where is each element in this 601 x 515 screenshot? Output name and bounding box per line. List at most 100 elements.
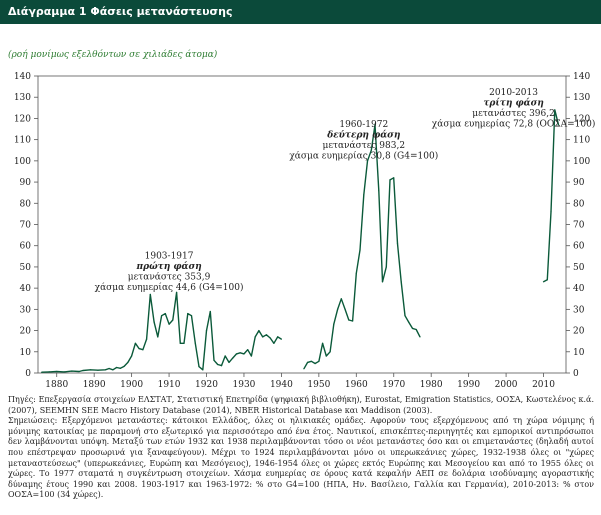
x-tick-label: 1940 <box>270 380 293 390</box>
data-point <box>48 371 50 373</box>
data-point <box>78 370 80 373</box>
annotation-gap: χάσμα ευημερίας 30,8 (G4=100) <box>289 150 438 161</box>
notes: Πηγές: Επεξεργασία στοιχείων ΕΛΣΤΑΤ, Στα… <box>8 395 594 501</box>
y-tick-label-left: 60 <box>20 242 32 252</box>
x-tick-label: 1880 <box>45 380 68 390</box>
y-tick-label-right: 140 <box>573 72 590 82</box>
series-line <box>543 109 560 283</box>
data-point <box>190 315 193 317</box>
data-point <box>546 279 548 281</box>
data-point <box>363 194 365 196</box>
data-point <box>385 266 387 268</box>
annotation-years: 1903-1917 <box>145 251 194 261</box>
x-tick-label: 2000 <box>495 380 518 390</box>
data-point <box>168 323 170 325</box>
annotation-years: 1960-1972 <box>339 120 388 130</box>
x-tick-label: 1900 <box>120 380 143 390</box>
y-tick-label-right: 120 <box>573 114 590 124</box>
data-point <box>235 353 238 355</box>
annotation-phase: τρίτη φάση <box>483 98 544 109</box>
data-point <box>389 179 391 181</box>
data-point <box>41 371 43 373</box>
annotation-phase: πρώτη φάση <box>136 261 203 272</box>
y-tick-label-right: 40 <box>573 284 585 294</box>
x-tick-label: 1950 <box>307 380 330 390</box>
y-tick-label-left: 90 <box>20 178 32 188</box>
data-point <box>411 327 414 329</box>
data-point <box>153 321 155 323</box>
data-point <box>149 293 151 296</box>
data-point <box>198 366 200 368</box>
data-point <box>404 315 406 317</box>
data-point <box>172 319 174 321</box>
series-line <box>41 291 282 373</box>
data-point <box>269 337 271 339</box>
data-point <box>97 369 99 371</box>
data-point <box>220 365 223 367</box>
data-point <box>542 281 545 283</box>
x-tick-label: 1890 <box>83 380 106 390</box>
chart-area: 0 0 10 10 20 20 30 30 40 40 50 50 60 60 70 70 80 80 90 90 10… <box>0 64 601 390</box>
x-tick-label: 1930 <box>233 380 256 390</box>
y-tick-label-right: 30 <box>573 305 585 315</box>
data-point <box>258 330 260 332</box>
data-point <box>134 342 136 344</box>
y-tick-label-right: 70 <box>573 221 585 231</box>
x-tick-label: 1960 <box>345 380 368 390</box>
y-tick-label-left: 120 <box>14 114 31 124</box>
y-tick-label-left: 10 <box>20 348 32 358</box>
data-point <box>419 336 421 338</box>
data-point <box>280 338 282 340</box>
data-point <box>359 249 361 251</box>
data-point <box>187 313 189 315</box>
data-point <box>232 357 234 359</box>
data-point <box>355 272 357 274</box>
data-point <box>183 342 185 344</box>
data-point <box>247 349 249 351</box>
data-point <box>179 342 181 344</box>
data-point <box>71 370 73 372</box>
data-point <box>378 190 380 192</box>
data-point <box>329 351 331 353</box>
series-line <box>303 124 421 370</box>
annotation-migrants: μετανάστες 396,2 <box>472 108 555 119</box>
y-tick-label-left: 20 <box>20 327 32 337</box>
data-point <box>374 124 376 126</box>
annotation-migrants: μετανάστες 353,9 <box>128 271 211 282</box>
data-point <box>123 365 125 367</box>
y-tick-label-right: 50 <box>573 263 585 273</box>
sources-note: Πηγές: Επεξεργασία στοιχείων ΕΛΣΤΑΤ, Στα… <box>8 395 594 415</box>
data-point <box>554 109 556 111</box>
annotation-gap: χάσμα ευημερίας 44,6 (G4=100) <box>95 282 244 293</box>
data-point <box>333 323 335 325</box>
data-point <box>344 308 346 310</box>
data-point <box>213 359 215 361</box>
y-tick-label-left: 130 <box>14 93 31 103</box>
data-point <box>127 361 129 363</box>
data-point <box>217 363 219 366</box>
data-point <box>176 291 178 293</box>
x-tick-label: 1980 <box>420 380 443 390</box>
data-point <box>310 360 312 362</box>
data-point <box>250 355 252 357</box>
data-point <box>205 330 208 332</box>
data-point <box>348 319 350 321</box>
data-point <box>89 369 91 371</box>
data-point <box>138 348 140 350</box>
annotation-years: 2010-2013 <box>489 88 538 98</box>
data-point <box>370 149 372 151</box>
data-point <box>393 177 395 179</box>
x-tick-label: 1970 <box>382 380 405 390</box>
x-tick-label: 2010 <box>532 380 555 390</box>
data-point <box>307 361 309 363</box>
annotation-migrants: μετανάστες 983,2 <box>322 140 405 151</box>
y-tick-label-right: 60 <box>573 242 585 252</box>
data-point <box>550 211 552 213</box>
y-tick-label-left: 100 <box>14 157 31 167</box>
y-tick-label-right: 10 <box>573 348 585 358</box>
data-point <box>352 320 354 322</box>
y-tick-label-right: 0 <box>573 369 579 379</box>
data-point <box>119 367 121 369</box>
data-point <box>56 370 58 373</box>
data-point <box>325 355 327 357</box>
